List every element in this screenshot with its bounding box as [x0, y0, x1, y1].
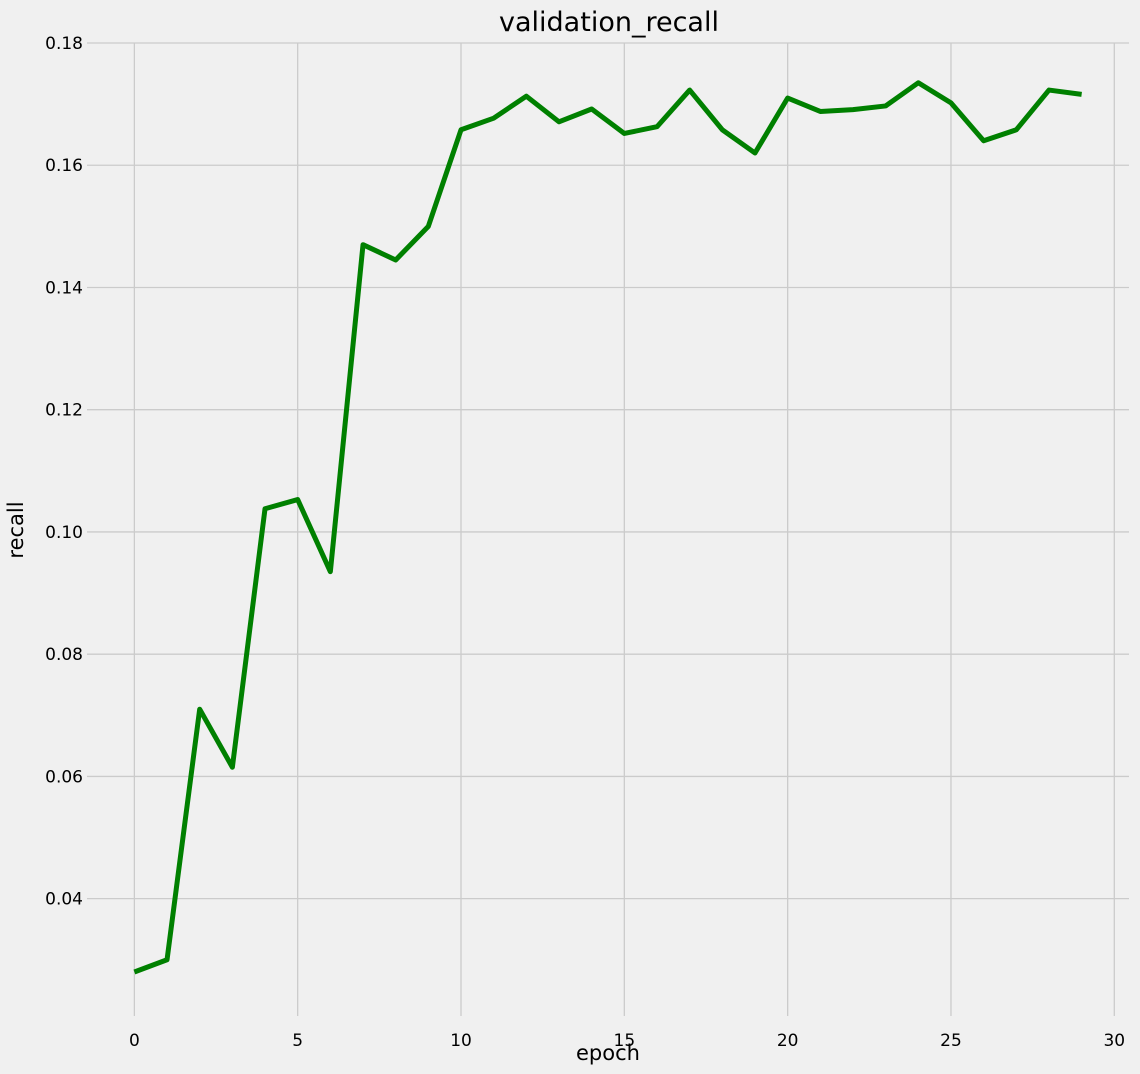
x-axis-label: epoch — [576, 1041, 640, 1065]
y-tick-labels: 0.04 0.06 0.08 0.10 0.12 0.14 0.16 0.18 — [45, 34, 83, 910]
chart-title: validation_recall — [499, 7, 719, 38]
series-line — [133, 80, 1082, 975]
y-axis-label: recall — [4, 501, 28, 558]
x-tick-label: 5 — [292, 1031, 303, 1051]
x-tick-labels: 0 5 10 15 20 25 30 — [129, 1031, 1125, 1051]
grid — [87, 42, 1129, 1016]
x-tick-label: 15 — [614, 1031, 636, 1051]
y-tick-label: 0.14 — [45, 278, 83, 298]
y-tick-label: 0.16 — [45, 156, 83, 176]
y-tick-label: 0.06 — [45, 767, 83, 787]
y-tick-label: 0.18 — [45, 34, 83, 54]
x-tick-label: 25 — [940, 1031, 962, 1051]
x-tick-label: 30 — [1103, 1031, 1125, 1051]
y-tick-label: 0.08 — [45, 645, 83, 665]
series-layer — [133, 80, 1082, 975]
y-tick-label: 0.12 — [45, 401, 83, 421]
y-tick-label: 0.10 — [45, 523, 83, 543]
x-tick-label: 0 — [129, 1031, 140, 1051]
x-tick-label: 20 — [777, 1031, 799, 1051]
x-tick-label: 10 — [450, 1031, 472, 1051]
y-tick-label: 0.04 — [45, 890, 83, 910]
